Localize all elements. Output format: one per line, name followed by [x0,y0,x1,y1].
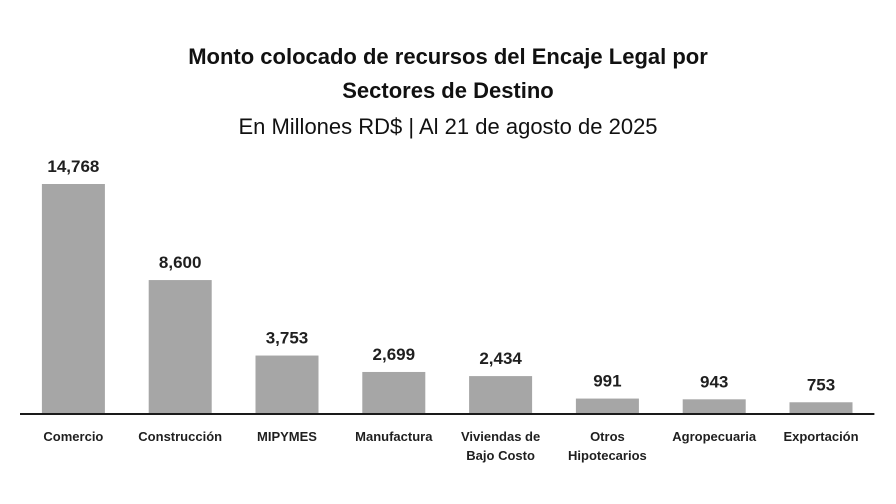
bar [255,355,319,414]
x-tick-label: Hipotecarios [568,448,647,463]
x-tick-label: Viviendas de [461,429,540,444]
chart-subtitle: En Millones RD$ | Al 21 de agosto de 202… [238,114,658,139]
bar [575,398,639,414]
bar [148,280,212,414]
data-label: 753 [807,375,835,394]
bar [682,399,746,414]
chart-title-line-2: Sectores de Destino [342,78,554,103]
x-tick-label: Otros [590,429,625,444]
x-tick-label: Bajo Costo [466,448,535,463]
data-label: 8,600 [159,253,202,272]
data-label: 2,434 [479,349,522,368]
chart-title-line-1: Monto colocado de recursos del Encaje Le… [188,44,708,69]
data-label: 3,753 [266,329,309,348]
bar [41,184,105,414]
x-tick-label: Exportación [783,429,858,444]
data-label: 14,768 [47,157,99,176]
x-tick-label: Manufactura [355,429,433,444]
data-label: 943 [700,372,728,391]
data-label: 2,699 [373,345,416,364]
bar [362,371,426,414]
x-tick-label: Comercio [43,429,103,444]
x-tick-label: Construcción [138,429,222,444]
bar [789,402,853,414]
bar [469,376,533,414]
x-tick-label: Agropecuaria [672,429,757,444]
data-label: 991 [593,372,621,391]
x-tick-label: MIPYMES [257,429,317,444]
